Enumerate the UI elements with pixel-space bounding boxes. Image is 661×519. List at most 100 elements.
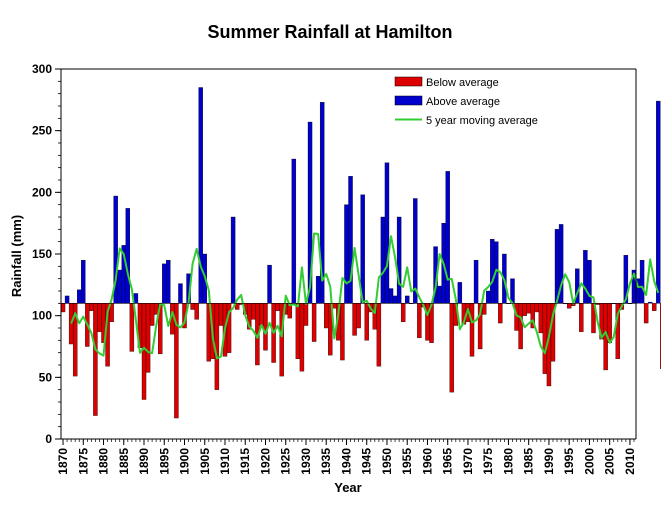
x-tick-label: 1955 <box>400 448 414 475</box>
x-tick-label: 1890 <box>137 448 151 475</box>
bar-2014 <box>643 303 649 324</box>
chart-title: Summer Rainfall at Hamilton <box>207 22 452 42</box>
x-tick-label: 1895 <box>157 448 171 475</box>
bar-1972 <box>473 259 479 304</box>
bar-1927 <box>291 158 297 304</box>
bar-1943 <box>356 303 361 329</box>
legend-swatch <box>394 95 423 106</box>
bar-1978 <box>498 303 503 324</box>
bar-1930 <box>303 303 309 326</box>
bar-1921 <box>267 264 272 304</box>
x-tick-label: 1870 <box>56 448 70 475</box>
bar-1912 <box>230 216 236 304</box>
bar-1903 <box>194 303 199 320</box>
legend-label: Above average <box>426 96 500 108</box>
bar-1974 <box>481 303 487 315</box>
bar-1988 <box>538 303 544 334</box>
x-tick-label: 1975 <box>481 448 495 475</box>
bar-1935 <box>324 303 329 329</box>
legend-label: Below average <box>426 77 499 89</box>
moving-average-line <box>70 232 660 360</box>
bar-1952 <box>392 295 398 304</box>
x-tick-label: 1935 <box>319 448 333 475</box>
x-tick-label: 1905 <box>198 448 212 475</box>
y-tick-label: 0 <box>45 432 52 446</box>
x-tick-label: 2005 <box>603 448 617 475</box>
bar-1892 <box>149 303 155 326</box>
bar-1929 <box>299 303 305 372</box>
bar-1933 <box>315 276 321 304</box>
bar-1899 <box>178 283 183 304</box>
bar-1976 <box>490 239 495 304</box>
bar-1953 <box>396 216 402 304</box>
x-tick-label: 1875 <box>76 448 90 475</box>
bar-1983 <box>518 303 523 350</box>
bar-1896 <box>166 259 171 304</box>
bar-1951 <box>388 288 394 304</box>
bar-2013 <box>639 259 645 304</box>
legend-swatch <box>394 76 423 87</box>
bar-1955 <box>405 295 410 304</box>
legend: Below average Above average 5 year moving … <box>394 76 538 127</box>
bar-1941 <box>348 176 353 304</box>
bar-1891 <box>145 303 151 373</box>
x-tick-label: 1930 <box>299 448 313 475</box>
x-tick-label: 2010 <box>623 448 637 475</box>
bar-1966 <box>449 303 454 393</box>
x-tick-label: 1940 <box>339 448 353 475</box>
y-axis-label: Rainfall (mm) <box>9 215 24 297</box>
x-tick-label: 1980 <box>501 448 515 475</box>
bar-1942 <box>352 303 357 336</box>
y-tick-label: 300 <box>32 62 52 76</box>
bar-1939 <box>340 303 345 361</box>
x-axis-label: Year <box>334 480 361 495</box>
x-tick-label: 2000 <box>582 448 596 475</box>
bar-1971 <box>469 303 475 357</box>
bar-1985 <box>526 303 531 314</box>
x-tick-label: 1885 <box>117 448 131 475</box>
bar-1872 <box>68 303 74 345</box>
x-tick-label: 1945 <box>360 448 374 475</box>
bar-1975 <box>486 290 491 304</box>
bar-1871 <box>64 295 70 304</box>
bar-1968 <box>457 282 463 304</box>
moving-average-series <box>70 232 660 360</box>
bar-1945 <box>364 303 369 341</box>
bar-1989 <box>542 303 548 374</box>
bar-1874 <box>77 289 82 304</box>
bar-1875 <box>81 259 86 304</box>
x-tick-label: 1985 <box>522 448 536 475</box>
bar-1902 <box>190 303 195 310</box>
bar-1887 <box>129 303 135 352</box>
bar-1928 <box>295 303 301 360</box>
bar-1884 <box>117 269 122 304</box>
bar-1981 <box>510 278 515 304</box>
bar-1886 <box>125 208 131 304</box>
x-tick-label: 1965 <box>441 448 455 475</box>
x-tick-label: 1925 <box>279 448 293 475</box>
x-tick-label: 1920 <box>258 448 272 475</box>
bar-1949 <box>380 216 386 304</box>
bar-1909 <box>218 303 224 326</box>
bar-1917 <box>251 303 256 320</box>
bar-1878 <box>93 303 98 416</box>
bar-1954 <box>400 303 406 323</box>
bar-series <box>60 87 661 419</box>
bar-1965 <box>445 171 450 304</box>
bar-1895 <box>162 263 167 304</box>
bar-1919 <box>259 303 264 326</box>
bar-1877 <box>89 303 94 311</box>
axes: 0 50 100 150 200 250 300 1870 1875 1880 1885 1890 18… <box>32 62 637 475</box>
bar-1890 <box>141 303 147 400</box>
bar-1958 <box>417 303 422 339</box>
bar-1995 <box>566 303 572 309</box>
bar-1870 <box>60 303 66 313</box>
y-tick-label: 250 <box>32 124 52 138</box>
y-tick-label: 150 <box>32 247 52 261</box>
bar-1879 <box>97 303 102 332</box>
bar-2015 <box>647 301 653 304</box>
x-tick-label: 1970 <box>461 448 475 475</box>
y-tick-label: 50 <box>39 370 53 384</box>
y-tick-label: 100 <box>32 309 52 323</box>
